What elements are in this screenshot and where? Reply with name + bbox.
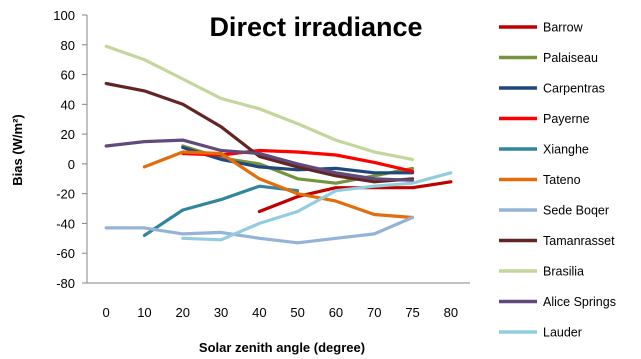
legend-label: Tamanrasset bbox=[543, 234, 615, 248]
legend-label: Barrow bbox=[543, 21, 584, 35]
x-tick-label: 50 bbox=[290, 305, 304, 320]
series-line-xianghe bbox=[142, 184, 300, 237]
legend-label: Sede Boqer bbox=[543, 204, 609, 218]
y-tick-label: 20 bbox=[61, 127, 75, 142]
y-tick-label: 60 bbox=[61, 68, 75, 83]
legend-item: Tateno bbox=[499, 173, 581, 187]
series-line-tateno bbox=[142, 150, 415, 220]
legend-label: Alice Springs bbox=[543, 295, 616, 309]
x-tick-label: 40 bbox=[252, 305, 266, 320]
x-axis-label: Solar zenith angle (degree) bbox=[199, 340, 365, 355]
legend-label: Tateno bbox=[543, 173, 581, 187]
x-tick-label: 20 bbox=[176, 305, 190, 320]
series-line-alice-springs bbox=[104, 138, 415, 182]
y-axis-label: Bias (W/m²) bbox=[10, 114, 25, 186]
chart-title: Direct irradiance bbox=[209, 12, 422, 42]
axes bbox=[86, 15, 470, 284]
y-tick-label: -80 bbox=[56, 276, 75, 291]
legend: Barrow Palaiseau Carpentras Payerne Xianghe T… bbox=[499, 21, 616, 340]
legend-label: Payerne bbox=[543, 112, 590, 126]
series-line-tamanrasset bbox=[104, 81, 415, 184]
y-tick-label: -40 bbox=[56, 216, 75, 231]
legend-label: Palaiseau bbox=[543, 51, 598, 65]
x-tick-label: 75 bbox=[405, 305, 419, 320]
y-tick-label: 0 bbox=[68, 157, 75, 172]
legend-label: Lauder bbox=[543, 326, 582, 340]
x-tick-label: 30 bbox=[214, 305, 228, 320]
legend-item: Lauder bbox=[499, 326, 582, 340]
legend-item: Alice Springs bbox=[499, 295, 616, 309]
series-lines bbox=[104, 44, 453, 245]
y-axis-ticks: 100 80 60 40 20 0 -20 -40 -60 -80 bbox=[53, 8, 87, 291]
legend-item: Payerne bbox=[499, 112, 590, 126]
series-line-carpentras bbox=[181, 145, 415, 175]
x-tick-label: 0 bbox=[103, 305, 110, 320]
legend-item: Brasilia bbox=[499, 265, 584, 279]
legend-item: Tamanrasset bbox=[499, 234, 615, 248]
y-tick-label: 80 bbox=[61, 38, 75, 53]
x-tick-label: 60 bbox=[329, 305, 343, 320]
y-tick-label: 100 bbox=[53, 8, 75, 23]
y-tick-label: 40 bbox=[61, 97, 75, 112]
x-tick-label: 10 bbox=[137, 305, 151, 320]
legend-item: Carpentras bbox=[499, 82, 605, 96]
legend-label: Carpentras bbox=[543, 82, 605, 96]
legend-label: Brasilia bbox=[543, 265, 584, 279]
x-axis-ticks: 0 10 20 30 40 50 60 70 75 80 bbox=[103, 305, 459, 320]
legend-item: Xianghe bbox=[499, 143, 589, 157]
legend-item: Barrow bbox=[499, 21, 584, 35]
legend-item: Sede Boqer bbox=[499, 204, 609, 218]
y-tick-label: -60 bbox=[56, 246, 75, 261]
series-line-lauder bbox=[181, 171, 453, 242]
y-tick-label: -20 bbox=[56, 187, 75, 202]
x-tick-label: 70 bbox=[367, 305, 381, 320]
series-line-brasilia bbox=[104, 44, 415, 161]
x-tick-label: 80 bbox=[444, 305, 458, 320]
legend-item: Palaiseau bbox=[499, 51, 598, 65]
series-line-sede-boqer bbox=[104, 215, 415, 245]
legend-label: Xianghe bbox=[543, 143, 589, 157]
